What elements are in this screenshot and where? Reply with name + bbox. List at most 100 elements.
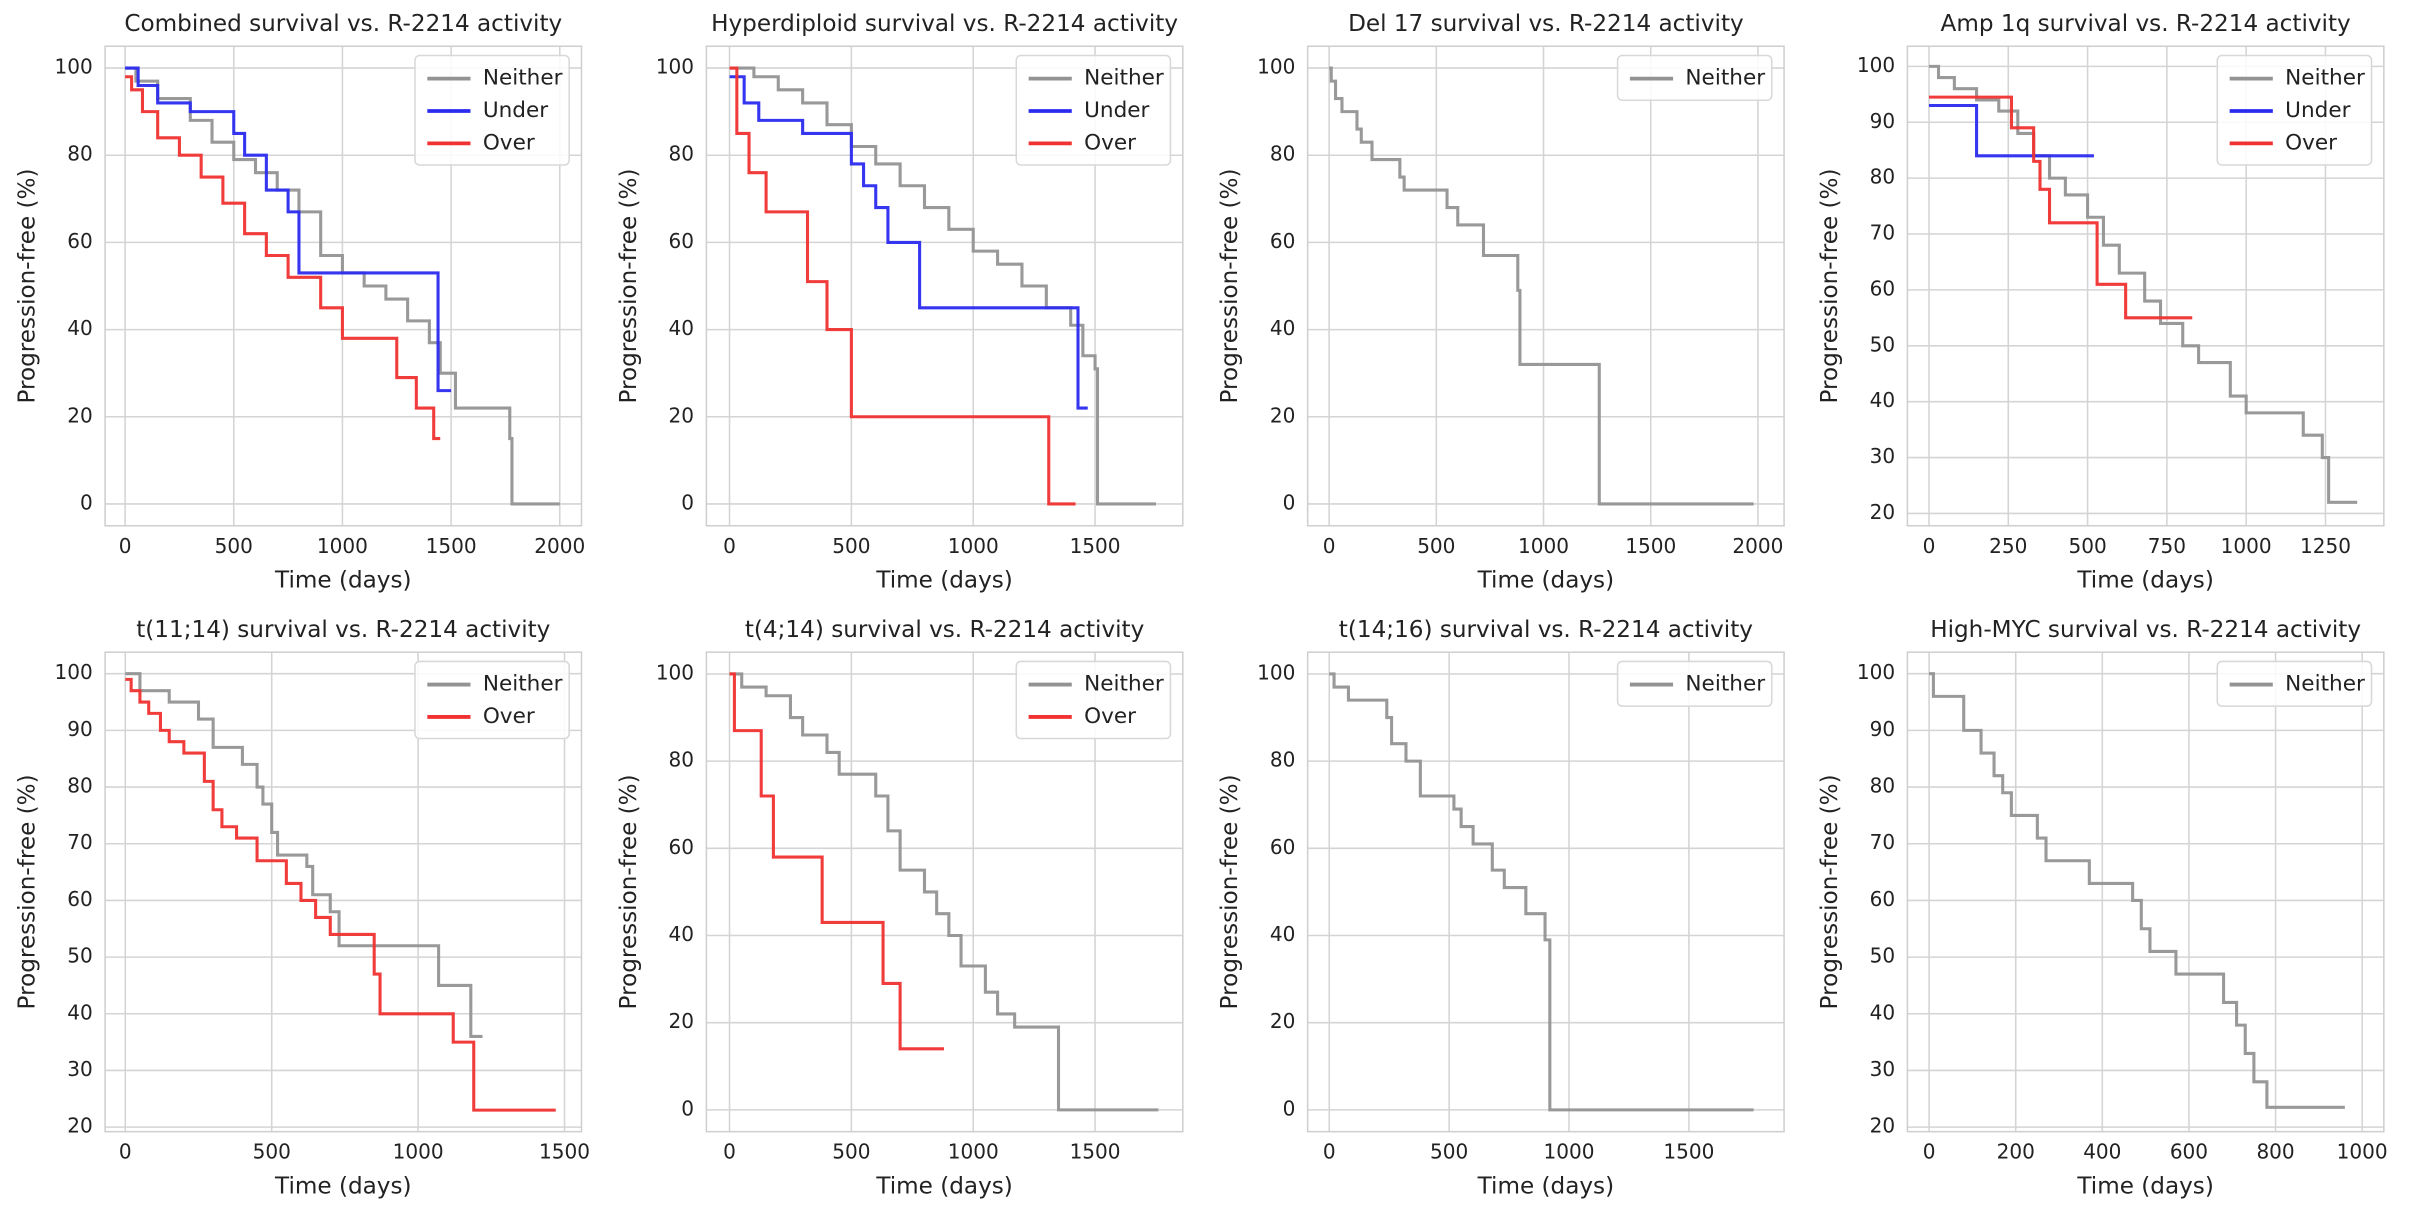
plot-frame	[705, 45, 1184, 527]
x-tick-label: 1000	[393, 1140, 444, 1164]
survival-line	[125, 75, 441, 441]
survival-line	[1928, 95, 2193, 320]
y-tick-label: 30	[67, 1057, 93, 1081]
x-tick-label: 250	[1989, 534, 2027, 558]
legend: Neither	[2216, 660, 2373, 707]
chart-title: t(11;14) survival vs. R-2214 activity	[136, 617, 550, 643]
y-tick-label: 60	[67, 887, 93, 911]
plot-frame	[1306, 45, 1785, 527]
y-tick-label: 50	[67, 944, 93, 968]
y-tick-label: 30	[1870, 1057, 1896, 1081]
y-tick-label: 100	[656, 55, 694, 79]
survival-line	[1928, 103, 2094, 158]
legend-label: Neither	[1084, 672, 1164, 697]
y-axis-label: Progression-free (%)	[1817, 774, 1843, 1009]
y-tick-label: 60	[67, 229, 93, 253]
legend-box	[414, 54, 570, 166]
y-axis-label: Progression-free (%)	[1217, 168, 1243, 403]
y-tick-label: 60	[1270, 229, 1296, 253]
y-tick-label: 60	[1270, 835, 1296, 859]
y-axis-label: Progression-free (%)	[1217, 774, 1243, 1009]
y-tick-label: 20	[67, 403, 93, 427]
x-tick-label: 200	[1997, 1140, 2035, 1164]
y-tick-label: 40	[1870, 1000, 1896, 1024]
y-tick-label: 80	[67, 142, 93, 166]
chart-title: t(4;14) survival vs. R-2214 activity	[745, 617, 1144, 643]
x-tick-label: 0	[1923, 1140, 1936, 1164]
chart-title: Amp 1q survival vs. R-2214 activity	[1941, 11, 2351, 37]
chart-title: Del 17 survival vs. R-2214 activity	[1348, 11, 1744, 37]
x-axis-label: Time (days)	[2076, 1174, 2213, 1200]
y-axis-label: Progression-free (%)	[15, 774, 41, 1009]
x-axis-label: Time (days)	[875, 568, 1012, 594]
x-tick-label: 500	[832, 1140, 870, 1164]
x-tick-label: 1000	[2337, 1140, 2388, 1164]
x-tick-label: 0	[723, 534, 736, 558]
y-tick-label: 50	[1870, 332, 1896, 356]
survival-line	[1329, 66, 1754, 506]
survival-line	[125, 672, 483, 1038]
legend: Neither Under Over	[1015, 54, 1172, 166]
y-tick-label: 100	[656, 660, 694, 684]
legend: Neither Over	[414, 660, 570, 740]
y-tick-label: 80	[669, 748, 695, 772]
plot-frame	[104, 651, 583, 1133]
y-axis-label: Progression-free (%)	[15, 168, 41, 403]
legend-label: Neither	[1084, 66, 1164, 91]
x-tick-label: 1500	[539, 1140, 590, 1164]
y-tick-label: 30	[1870, 444, 1896, 468]
y-tick-label: 80	[1270, 142, 1296, 166]
x-tick-label: 800	[2256, 1140, 2294, 1164]
x-tick-label: 750	[2148, 534, 2186, 558]
legend: Neither Over	[1015, 660, 1172, 740]
x-axis-label: Time (days)	[1477, 568, 1614, 594]
y-tick-label: 40	[67, 316, 93, 340]
y-tick-label: 0	[1283, 490, 1296, 514]
x-tick-label: 500	[832, 534, 870, 558]
legend-label: Neither	[2285, 66, 2365, 91]
y-tick-label: 40	[669, 316, 695, 340]
legend-label: Neither	[483, 66, 563, 91]
legend-label: Under	[1084, 98, 1149, 123]
legend-label: Over	[1084, 130, 1136, 155]
y-tick-label: 20	[669, 403, 695, 427]
y-tick-label: 20	[67, 1114, 93, 1138]
y-tick-label: 20	[1870, 1114, 1896, 1138]
survival-line	[125, 677, 556, 1112]
chart-title: High-MYC survival vs. R-2214 activity	[1930, 617, 2361, 643]
legend-box	[414, 660, 570, 740]
x-axis-label: Time (days)	[274, 1174, 411, 1200]
y-tick-label: 70	[1870, 221, 1896, 245]
plot-frame	[705, 651, 1184, 1133]
survival-line	[1929, 672, 2345, 1109]
y-tick-label: 0	[1283, 1096, 1296, 1120]
y-tick-label: 40	[1270, 316, 1296, 340]
legend-label: Over	[2285, 130, 2337, 155]
x-tick-label: 500	[2068, 534, 2106, 558]
legend-label: Neither	[483, 672, 563, 697]
survival-line	[125, 66, 452, 393]
y-tick-label: 0	[80, 490, 93, 514]
x-tick-label: 1000	[2221, 534, 2272, 558]
legend-label: Under	[2285, 98, 2350, 123]
legend-label: Neither	[2285, 672, 2365, 697]
y-axis-label: Progression-free (%)	[616, 168, 642, 403]
chart-title: Combined survival vs. R-2214 activity	[124, 11, 562, 37]
legend-box	[2216, 54, 2373, 166]
survival-line	[125, 66, 560, 506]
legend-box	[1015, 660, 1172, 740]
x-tick-label: 600	[2170, 1140, 2208, 1164]
y-tick-label: 40	[1870, 388, 1896, 412]
y-tick-label: 100	[55, 55, 93, 79]
y-axis-label: Progression-free (%)	[616, 774, 642, 1009]
y-tick-label: 40	[669, 922, 695, 946]
y-tick-label: 60	[1870, 276, 1896, 300]
x-tick-label: 500	[1430, 1140, 1468, 1164]
